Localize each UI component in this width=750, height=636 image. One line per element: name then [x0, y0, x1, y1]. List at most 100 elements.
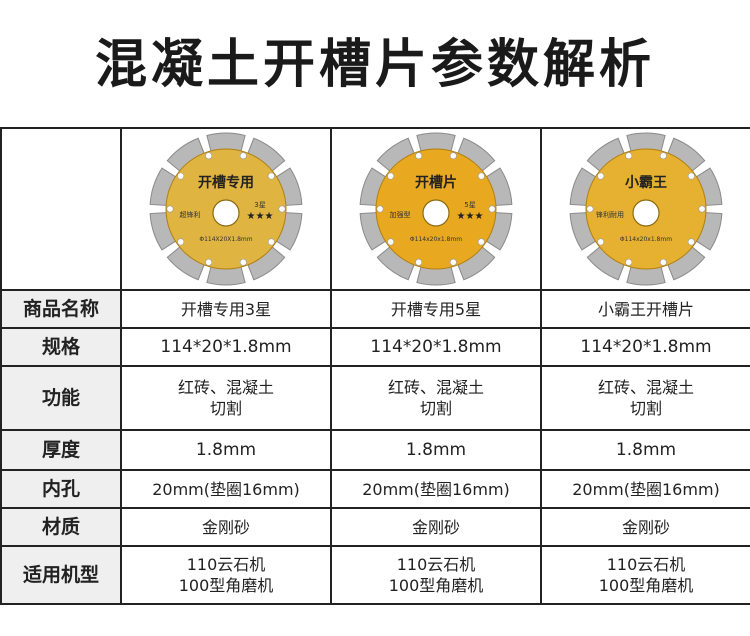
blade-grade-text: 3星: [254, 201, 265, 209]
table-cell: 红砖、混凝土 切割: [330, 365, 542, 431]
blade-image-cell: 小霸王锋利耐用 Φ114x20x1.8mm: [540, 127, 750, 291]
blade-brand-text: 开槽片: [415, 174, 457, 191]
blade-slot: [267, 238, 275, 246]
blade-slot: [239, 258, 247, 266]
blade-sub-text: 超锋利: [180, 210, 201, 219]
cell-line: 100型角磨机: [598, 576, 694, 595]
image-row: 开槽专用超锋利 3星 ★★★ Φ114X20X1.8mm 开槽片加强型 5星 ★★★ Φ11…: [0, 127, 750, 291]
cell-line: 红砖、混凝土: [387, 378, 484, 397]
table-cell: 金刚砂: [540, 507, 750, 547]
cell-line: 100型角磨机: [388, 576, 484, 595]
blade-slot: [477, 172, 485, 180]
cell-line: 切割: [419, 399, 452, 418]
table-cell: 110云石机 100型角磨机: [330, 545, 542, 605]
blade-slot: [597, 172, 605, 180]
blade-slot: [415, 152, 423, 160]
table-cell: 开槽专用3星: [120, 289, 332, 329]
blade-slot: [659, 152, 667, 160]
table-cell: 110云石机 100型角磨机: [540, 545, 750, 605]
blade-slot: [625, 152, 633, 160]
blade-slot: [477, 238, 485, 246]
blade-hole: [212, 199, 240, 227]
blade-size-text: Φ114X20X1.8mm: [199, 236, 252, 243]
table-cell: 红砖、混凝土 切割: [540, 365, 750, 431]
row-label: 功能: [0, 365, 122, 431]
row-label: 商品名称: [0, 289, 122, 329]
blade-slot: [278, 205, 286, 213]
blade-slot: [449, 152, 457, 160]
blade-slot: [177, 238, 185, 246]
blade-image-cell: 开槽片 加强型 5星 ★★★ Φ114x20x1.8mm: [330, 127, 542, 291]
blade-slot: [698, 205, 706, 213]
table-row: 厚度 1.8mm 1.8mm 1.8mm: [0, 429, 750, 471]
table-cell: 开槽专用5星: [330, 289, 542, 329]
blade-size-text: Φ114x20x1.8mm: [620, 236, 672, 243]
blade-brand-text: 小霸王: [625, 175, 667, 191]
cell-line: 110云石机: [606, 555, 686, 574]
blade-slot: [166, 205, 174, 213]
corner-cell: [0, 127, 122, 291]
blade-slot: [205, 258, 213, 266]
cell-line: 红砖、混凝土: [177, 378, 274, 397]
row-label: 材质: [0, 507, 122, 547]
table-cell: 1.8mm: [330, 429, 542, 471]
table-row: 规格 114*20*1.8mm 114*20*1.8mm 114*20*1.8m…: [0, 327, 750, 367]
table-cell: 1.8mm: [540, 429, 750, 471]
blade-sub-text: 锋利耐用: [596, 210, 624, 219]
blade-hole: [632, 199, 660, 227]
table-cell: 1.8mm: [120, 429, 332, 471]
blade-slot: [415, 258, 423, 266]
blade-slot: [586, 205, 594, 213]
row-label: 适用机型: [0, 545, 122, 605]
blade-slot: [239, 152, 247, 160]
table-cell: 金刚砂: [120, 507, 332, 547]
table-row: 功能 红砖、混凝土 切割 红砖、混凝土 切割 红砖、混凝土 切割: [0, 365, 750, 431]
cell-line: 切割: [209, 399, 242, 418]
blade-slot: [387, 238, 395, 246]
blade-sub-text: 加强型: [390, 210, 411, 219]
table-row: 内孔 20mm(垫圈16mm) 20mm(垫圈16mm) 20mm(垫圈16mm…: [0, 469, 750, 509]
blade-slot: [597, 238, 605, 246]
cell-line: 红砖、混凝土: [597, 378, 694, 397]
table-cell: 114*20*1.8mm: [540, 327, 750, 367]
table-cell: 20mm(垫圈16mm): [120, 469, 332, 509]
blade-slot: [449, 258, 457, 266]
table-cell: 红砖、混凝土 切割: [120, 365, 332, 431]
cell-line: 100型角磨机: [178, 576, 274, 595]
blade-slot: [267, 172, 275, 180]
spec-table: 开槽专用超锋利 3星 ★★★ Φ114X20X1.8mm 开槽片加强型 5星 ★★★ Φ11…: [0, 127, 750, 605]
blade-brand-text: 开槽专用: [198, 174, 254, 191]
table-cell: 小霸王开槽片: [540, 289, 750, 329]
row-label: 厚度: [0, 429, 122, 471]
table-cell: 20mm(垫圈16mm): [540, 469, 750, 509]
table-cell: 110云石机 100型角磨机: [120, 545, 332, 605]
blade-slot: [387, 172, 395, 180]
blade-slot: [687, 172, 695, 180]
blade-slot: [659, 258, 667, 266]
blade-grade-text: 5星: [464, 201, 475, 209]
table-row: 材质 金刚砂 金刚砂 金刚砂: [0, 507, 750, 547]
table-row: 商品名称 开槽专用3星 开槽专用5星 小霸王开槽片: [0, 289, 750, 329]
table-cell: 20mm(垫圈16mm): [330, 469, 542, 509]
cell-line: 110云石机: [396, 555, 476, 574]
blade-slot: [625, 258, 633, 266]
table-cell: 114*20*1.8mm: [330, 327, 542, 367]
blade-image-cell: 开槽专用超锋利 3星 ★★★ Φ114X20X1.8mm: [120, 127, 332, 291]
row-label: 规格: [0, 327, 122, 367]
blade-stars: ★★★: [247, 211, 274, 222]
blade-hole: [422, 199, 450, 227]
blade-slot: [376, 205, 384, 213]
cell-line: 切割: [629, 399, 662, 418]
blade-slot: [205, 152, 213, 160]
table-cell: 114*20*1.8mm: [120, 327, 332, 367]
blade-slot: [177, 172, 185, 180]
page-title: 混凝土开槽片参数解析: [94, 35, 655, 95]
blade-slot: [488, 205, 496, 213]
blade-stars: ★★★: [457, 211, 484, 222]
table-cell: 金刚砂: [330, 507, 542, 547]
cell-line: 110云石机: [186, 555, 266, 574]
table-row: 适用机型 110云石机 100型角磨机 110云石机 100型角磨机 110云石机 1…: [0, 545, 750, 605]
